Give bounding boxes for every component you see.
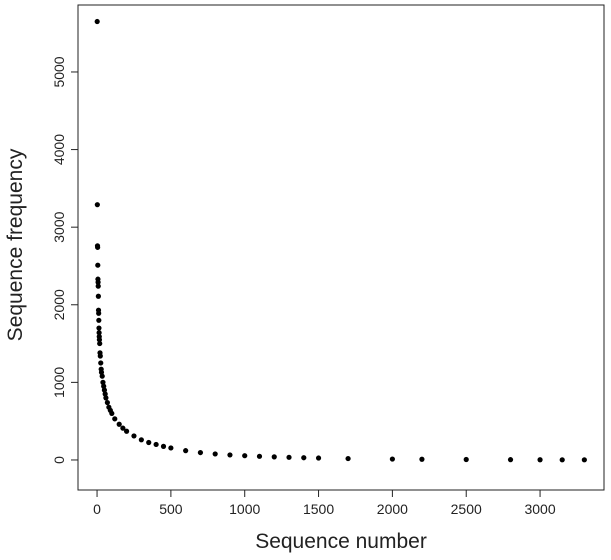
point — [463, 456, 469, 463]
point — [98, 369, 105, 375]
point — [102, 391, 108, 397]
point — [95, 293, 101, 299]
point — [146, 439, 152, 446]
point — [98, 360, 104, 366]
point — [160, 443, 167, 449]
point — [96, 330, 102, 336]
y-tick-label: 2000 — [51, 289, 67, 320]
point — [271, 454, 277, 460]
point — [109, 410, 115, 417]
y-tick-label: 4000 — [51, 134, 67, 165]
point — [96, 317, 102, 323]
y-axis-label: Sequence frequency — [4, 148, 27, 341]
point — [301, 455, 307, 461]
point — [419, 456, 425, 462]
point — [120, 425, 126, 431]
point — [123, 428, 130, 434]
x-axis-label: Sequence number — [255, 530, 427, 553]
point — [286, 454, 292, 460]
point — [96, 310, 102, 316]
point — [153, 441, 159, 448]
point — [94, 202, 100, 208]
plot-frame — [77, 4, 605, 491]
point — [95, 283, 101, 289]
x-tick-label: 1000 — [229, 501, 260, 517]
point — [581, 457, 587, 463]
point — [94, 18, 100, 25]
x-tick-label: 0 — [93, 501, 101, 517]
point — [559, 457, 565, 463]
point — [95, 262, 101, 268]
point — [315, 455, 322, 461]
x-tick-label: 2500 — [451, 501, 482, 517]
point — [256, 453, 263, 459]
point — [537, 457, 543, 463]
point — [104, 399, 110, 406]
point — [183, 448, 189, 454]
point — [116, 421, 122, 427]
x-tick-label: 2000 — [377, 501, 408, 517]
point — [507, 457, 514, 463]
point — [112, 416, 118, 422]
point — [168, 445, 174, 451]
point — [101, 387, 108, 393]
y-tick-label: 0 — [51, 456, 67, 464]
x-tick-label: 1500 — [303, 501, 334, 517]
point — [95, 279, 101, 285]
point — [345, 455, 351, 462]
point — [389, 456, 395, 462]
point — [227, 452, 233, 458]
point — [131, 433, 137, 439]
point — [96, 337, 103, 343]
x-tick-label: 500 — [159, 501, 183, 517]
point — [197, 449, 204, 456]
point — [99, 373, 105, 379]
point — [95, 244, 101, 250]
point — [242, 453, 248, 459]
y-tick-label: 1000 — [51, 367, 67, 398]
point — [138, 437, 144, 443]
point — [97, 340, 103, 347]
point — [100, 379, 106, 385]
point — [103, 395, 109, 401]
point — [212, 451, 218, 457]
point — [97, 353, 103, 359]
y-tick-label: 5000 — [51, 56, 67, 87]
point — [101, 383, 107, 389]
y-tick-label: 3000 — [51, 211, 67, 242]
point — [96, 325, 102, 331]
x-tick-label: 3000 — [524, 501, 555, 517]
